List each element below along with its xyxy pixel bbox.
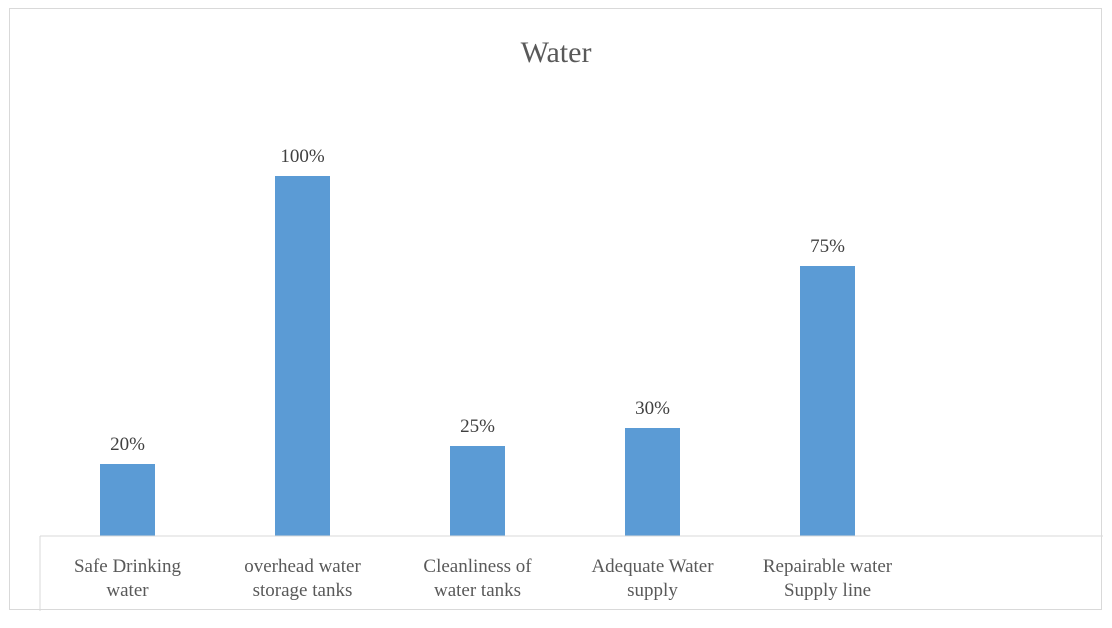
data-label-2: 100% bbox=[280, 146, 325, 167]
category-label-4-line-2: supply bbox=[627, 580, 678, 601]
category-label-5-line-2: Supply line bbox=[784, 580, 871, 601]
category-label-3-line-2: water tanks bbox=[434, 580, 521, 601]
category-label-1-line-1: Safe Drinking bbox=[74, 556, 182, 577]
data-label-3: 25% bbox=[460, 416, 495, 437]
data-label-1: 20% bbox=[110, 434, 145, 455]
bar-4 bbox=[625, 428, 680, 536]
bar-2 bbox=[275, 176, 330, 536]
category-labels-layer: Safe Drinking water overhead water storage … bbox=[74, 556, 893, 601]
bar-3 bbox=[450, 446, 505, 536]
chart-area: Water 20% 100% 25% 30% 75% Safe Drinking wate… bbox=[9, 8, 1103, 611]
data-label-4: 30% bbox=[635, 398, 670, 419]
bar-chart: Water 20% 100% 25% 30% 75% Safe Drinking wate… bbox=[39, 36, 1103, 611]
bar-1 bbox=[100, 464, 155, 536]
data-label-5: 75% bbox=[810, 236, 845, 257]
category-label-2-line-1: overhead water bbox=[244, 556, 361, 577]
bars-layer bbox=[100, 176, 855, 536]
category-label-2-line-2: storage tanks bbox=[253, 580, 353, 601]
chart-title: Water bbox=[521, 36, 592, 69]
category-label-5-line-1: Repairable water bbox=[763, 556, 893, 577]
category-label-3-line-1: Cleanliness of bbox=[423, 556, 532, 577]
data-labels-layer: 20% 100% 25% 30% 75% bbox=[110, 146, 845, 455]
category-label-4-line-1: Adequate Water bbox=[591, 556, 714, 577]
category-label-1-line-2: water bbox=[106, 580, 149, 601]
bar-5 bbox=[800, 266, 855, 536]
